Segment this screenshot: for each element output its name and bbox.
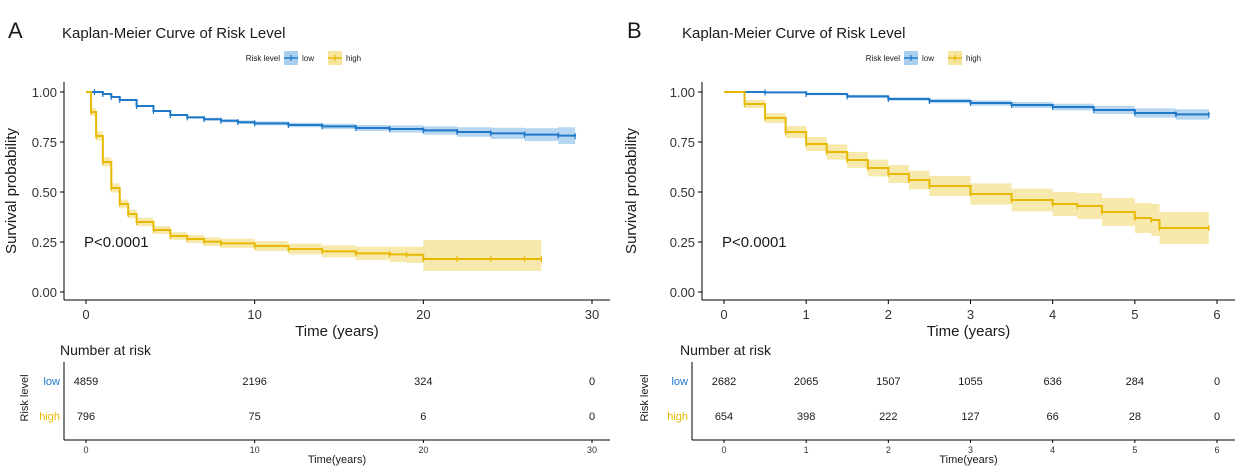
risk-count-low: 636 bbox=[1043, 376, 1061, 388]
x-tick-label: 3 bbox=[967, 307, 974, 322]
x-tick-label: 1 bbox=[803, 307, 810, 322]
risk-row-label-high: high bbox=[39, 411, 60, 423]
risk-count-low: 1055 bbox=[958, 376, 982, 388]
legend-label-high: high bbox=[346, 54, 361, 63]
y-tick-label: 0.75 bbox=[670, 135, 695, 150]
risk-table-y-title: Risk level bbox=[639, 374, 651, 421]
p-value: P<0.0001 bbox=[722, 234, 787, 251]
risk-count-high: 66 bbox=[1047, 411, 1059, 423]
risk-count-low: 0 bbox=[1214, 376, 1220, 388]
x-axis-title: Time (years) bbox=[927, 323, 1011, 340]
panel-letter: A bbox=[8, 18, 23, 43]
p-value: P<0.0001 bbox=[84, 234, 149, 251]
risk-row-label-low: low bbox=[43, 376, 60, 388]
risk-count-high: 75 bbox=[249, 411, 261, 423]
risk-count-high: 796 bbox=[77, 411, 95, 423]
risk-count-high: 654 bbox=[715, 411, 733, 423]
y-tick-label: 0.00 bbox=[32, 285, 57, 300]
risk-x-tick-label: 3 bbox=[968, 445, 973, 455]
y-tick-label: 0.50 bbox=[670, 185, 695, 200]
risk-count-low: 2196 bbox=[242, 376, 266, 388]
risk-table-x-title: Time(years) bbox=[939, 454, 997, 466]
risk-count-high: 6 bbox=[420, 411, 426, 423]
x-tick-label: 0 bbox=[82, 307, 89, 322]
risk-count-high: 28 bbox=[1129, 411, 1141, 423]
risk-x-tick-label: 20 bbox=[418, 445, 428, 455]
x-tick-label: 2 bbox=[885, 307, 892, 322]
panel-b: B Kaplan-Meier Curve of Risk Level Risk le… bbox=[623, 18, 1235, 466]
risk-count-low: 0 bbox=[589, 376, 595, 388]
x-tick-label: 0 bbox=[720, 307, 727, 322]
risk-count-high: 0 bbox=[589, 411, 595, 423]
risk-table-x-title: Time(years) bbox=[308, 454, 366, 466]
risk-count-high: 398 bbox=[797, 411, 815, 423]
risk-count-low: 2682 bbox=[712, 376, 736, 388]
y-axis-title: Survival probability bbox=[3, 128, 20, 254]
y-tick-label: 0.25 bbox=[32, 235, 57, 250]
risk-count-low: 4859 bbox=[74, 376, 98, 388]
x-tick-label: 10 bbox=[247, 307, 261, 322]
y-tick-label: 1.00 bbox=[670, 85, 695, 100]
risk-count-high: 222 bbox=[879, 411, 897, 423]
risk-count-high: 0 bbox=[1214, 411, 1220, 423]
x-tick-label: 6 bbox=[1213, 307, 1220, 322]
y-tick-label: 0.75 bbox=[32, 135, 57, 150]
risk-table-title: Number at risk bbox=[680, 342, 772, 358]
y-axis-title: Survival probability bbox=[623, 128, 640, 254]
ci-band-low bbox=[724, 92, 1209, 120]
y-tick-label: 0.00 bbox=[670, 285, 695, 300]
y-tick-label: 0.25 bbox=[670, 235, 695, 250]
risk-row-label-high: high bbox=[667, 411, 688, 423]
risk-x-tick-label: 6 bbox=[1214, 445, 1219, 455]
risk-count-low: 2065 bbox=[794, 376, 818, 388]
risk-x-tick-label: 0 bbox=[721, 445, 726, 455]
risk-count-high: 127 bbox=[961, 411, 979, 423]
x-tick-label: 20 bbox=[416, 307, 430, 322]
legend-title: Risk level bbox=[246, 54, 280, 63]
risk-count-low: 324 bbox=[414, 376, 432, 388]
risk-x-tick-label: 2 bbox=[886, 445, 891, 455]
x-tick-label: 4 bbox=[1049, 307, 1056, 322]
risk-x-tick-label: 4 bbox=[1050, 445, 1055, 455]
risk-x-tick-label: 5 bbox=[1132, 445, 1137, 455]
ci-band-high bbox=[86, 92, 542, 271]
x-tick-label: 5 bbox=[1131, 307, 1138, 322]
risk-x-tick-label: 1 bbox=[804, 445, 809, 455]
legend-label-low: low bbox=[922, 54, 934, 63]
risk-table-title: Number at risk bbox=[60, 342, 152, 358]
y-tick-label: 0.50 bbox=[32, 185, 57, 200]
risk-count-low: 1507 bbox=[876, 376, 900, 388]
y-tick-label: 1.00 bbox=[32, 85, 57, 100]
risk-x-tick-label: 30 bbox=[587, 445, 597, 455]
survival-curve-low bbox=[86, 91, 577, 137]
legend-label-high: high bbox=[966, 54, 981, 63]
legend-title: Risk level bbox=[866, 54, 900, 63]
x-axis-title: Time (years) bbox=[295, 323, 379, 340]
panel-letter: B bbox=[627, 18, 642, 43]
risk-table-y-title: Risk level bbox=[19, 374, 31, 421]
panel-a: A Kaplan-Meier Curve of Risk Level Risk le… bbox=[3, 18, 610, 466]
risk-row-label-low: low bbox=[671, 376, 688, 388]
chart-title: Kaplan-Meier Curve of Risk Level bbox=[682, 25, 905, 42]
legend-label-low: low bbox=[302, 54, 314, 63]
chart-title: Kaplan-Meier Curve of Risk Level bbox=[62, 25, 285, 42]
risk-count-low: 284 bbox=[1126, 376, 1144, 388]
risk-x-tick-label: 0 bbox=[83, 445, 88, 455]
ci-band-low bbox=[86, 92, 576, 144]
survival-curve-high bbox=[724, 91, 1209, 229]
x-tick-label: 30 bbox=[585, 307, 599, 322]
risk-x-tick-label: 10 bbox=[250, 445, 260, 455]
